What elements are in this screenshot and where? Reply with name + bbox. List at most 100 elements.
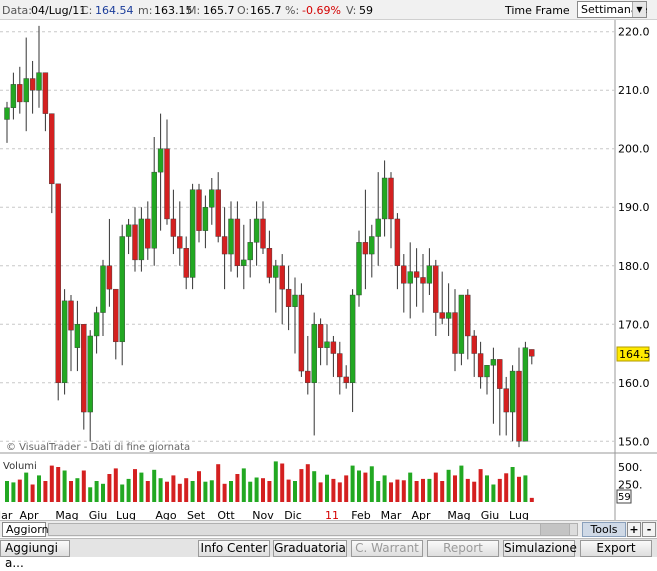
volume-bar — [248, 481, 253, 502]
candle-body — [23, 78, 29, 103]
chart-toolbar: Aggiorna Tools + - — [0, 520, 657, 537]
volume-bar — [165, 481, 169, 502]
candle-body — [228, 218, 234, 255]
candle-body — [183, 248, 189, 278]
volume-bar — [286, 479, 291, 502]
y-tick-label: 200.0 — [618, 143, 650, 156]
x-tick-label: Lug — [116, 509, 136, 520]
volume-bar — [75, 478, 80, 502]
current-price-label: 164.5 — [619, 348, 651, 361]
current-price-marker — [616, 346, 650, 362]
volume-bar — [184, 478, 189, 502]
candle-body — [151, 171, 157, 249]
volume-bar — [209, 480, 214, 502]
candle-body — [362, 242, 369, 255]
volume-bar — [229, 481, 233, 502]
volume-bar — [363, 472, 368, 502]
timeframe-label: Time Frame — [505, 4, 570, 17]
info-center-button[interactable]: Info Center — [198, 540, 270, 557]
candle-body — [177, 236, 183, 249]
volume-bar — [11, 482, 16, 502]
volume-bar — [414, 481, 419, 502]
candle-body — [356, 242, 362, 296]
volume-bar — [369, 466, 374, 502]
candle-body — [100, 265, 106, 313]
candle-body — [433, 265, 439, 313]
candle-body — [68, 300, 74, 331]
volume-bar — [376, 481, 381, 502]
candle-body — [509, 370, 516, 413]
candle-body — [305, 370, 311, 383]
candle-body — [317, 324, 324, 348]
volume-bar — [88, 487, 93, 502]
volume-bar — [318, 482, 323, 502]
candle-body — [401, 265, 407, 284]
volume-bar — [37, 475, 41, 502]
price-chart[interactable]: 150.0 160.0 170.0 180.0 190.0 200.0 210.0 220.0… — [0, 20, 657, 520]
scrollbar-thumb[interactable] — [540, 523, 570, 536]
candle-body — [241, 259, 247, 266]
zoom-in-button[interactable]: + — [627, 522, 641, 537]
max-value: 165.7 — [203, 4, 235, 17]
volume-bar — [81, 470, 86, 502]
candle-body — [452, 312, 458, 354]
volume-bar — [126, 478, 131, 502]
candle-body — [292, 294, 298, 307]
volume-bar — [382, 475, 387, 502]
volume-value: 59 — [359, 4, 373, 17]
candle-body — [4, 107, 10, 120]
volume-bar — [101, 483, 105, 502]
timeframe-select[interactable]: Settimanale ▼ — [577, 1, 647, 18]
candle-body — [87, 335, 93, 413]
chevron-down-icon[interactable]: ▼ — [632, 2, 646, 17]
volume-bar — [69, 481, 73, 502]
y-tick-label: 190.0 — [618, 201, 650, 214]
candle-body — [426, 265, 433, 284]
export-button[interactable]: Export — [580, 540, 652, 557]
volume-bar — [43, 481, 48, 502]
min-label: m: — [138, 4, 153, 17]
candle-body — [17, 84, 23, 103]
volume-bar — [197, 471, 201, 502]
candle-body — [189, 189, 196, 278]
volume-bar — [222, 483, 227, 502]
tools-button[interactable]: Tools — [582, 522, 626, 537]
candle-body — [157, 148, 164, 173]
close-label: C: — [81, 4, 93, 17]
candle-body — [381, 177, 388, 220]
candle-body — [529, 349, 535, 357]
candle-body — [343, 376, 349, 383]
volume-bar — [107, 474, 112, 502]
candle-body — [497, 359, 503, 389]
candle-body — [215, 189, 221, 237]
volume-panel-title: Volumi — [3, 461, 37, 472]
x-tick-label: Set — [187, 509, 206, 520]
volume-bar — [145, 481, 150, 502]
volume-bar — [485, 475, 489, 502]
pct-value: -0.69% — [302, 4, 341, 17]
candle-body — [420, 277, 426, 284]
x-tick-label: Feb — [351, 509, 370, 520]
volume-bar — [357, 470, 361, 502]
candle-body — [132, 224, 138, 261]
y-tick-label: 210.0 — [618, 84, 650, 97]
volume-bar — [17, 479, 22, 502]
aggiungi-button[interactable]: Aggiungi a... — [0, 540, 70, 570]
last-volume-label: 59 — [618, 492, 631, 503]
simulazione-button[interactable]: Simulazione — [503, 540, 577, 557]
report-button[interactable]: Report — [427, 540, 499, 557]
candle-body — [490, 359, 497, 366]
candle-body — [273, 265, 279, 278]
c-warrant-button[interactable]: C. Warrant — [351, 540, 423, 557]
candle-body — [465, 294, 471, 337]
horizontal-scrollbar[interactable] — [48, 523, 578, 536]
candle-body — [375, 218, 381, 237]
volume-bar — [171, 475, 176, 502]
tab-aggiorna[interactable]: Aggiorna — [2, 522, 55, 537]
data-source-watermark: © VisualTrader - Dati di fine giornata — [6, 442, 190, 453]
candle-body — [407, 271, 413, 284]
candle-body — [138, 218, 145, 261]
x-tick-label: Mar — [381, 509, 402, 520]
graduatoria-button[interactable]: Graduatoria — [273, 540, 347, 557]
zoom-out-button[interactable]: - — [642, 522, 656, 537]
